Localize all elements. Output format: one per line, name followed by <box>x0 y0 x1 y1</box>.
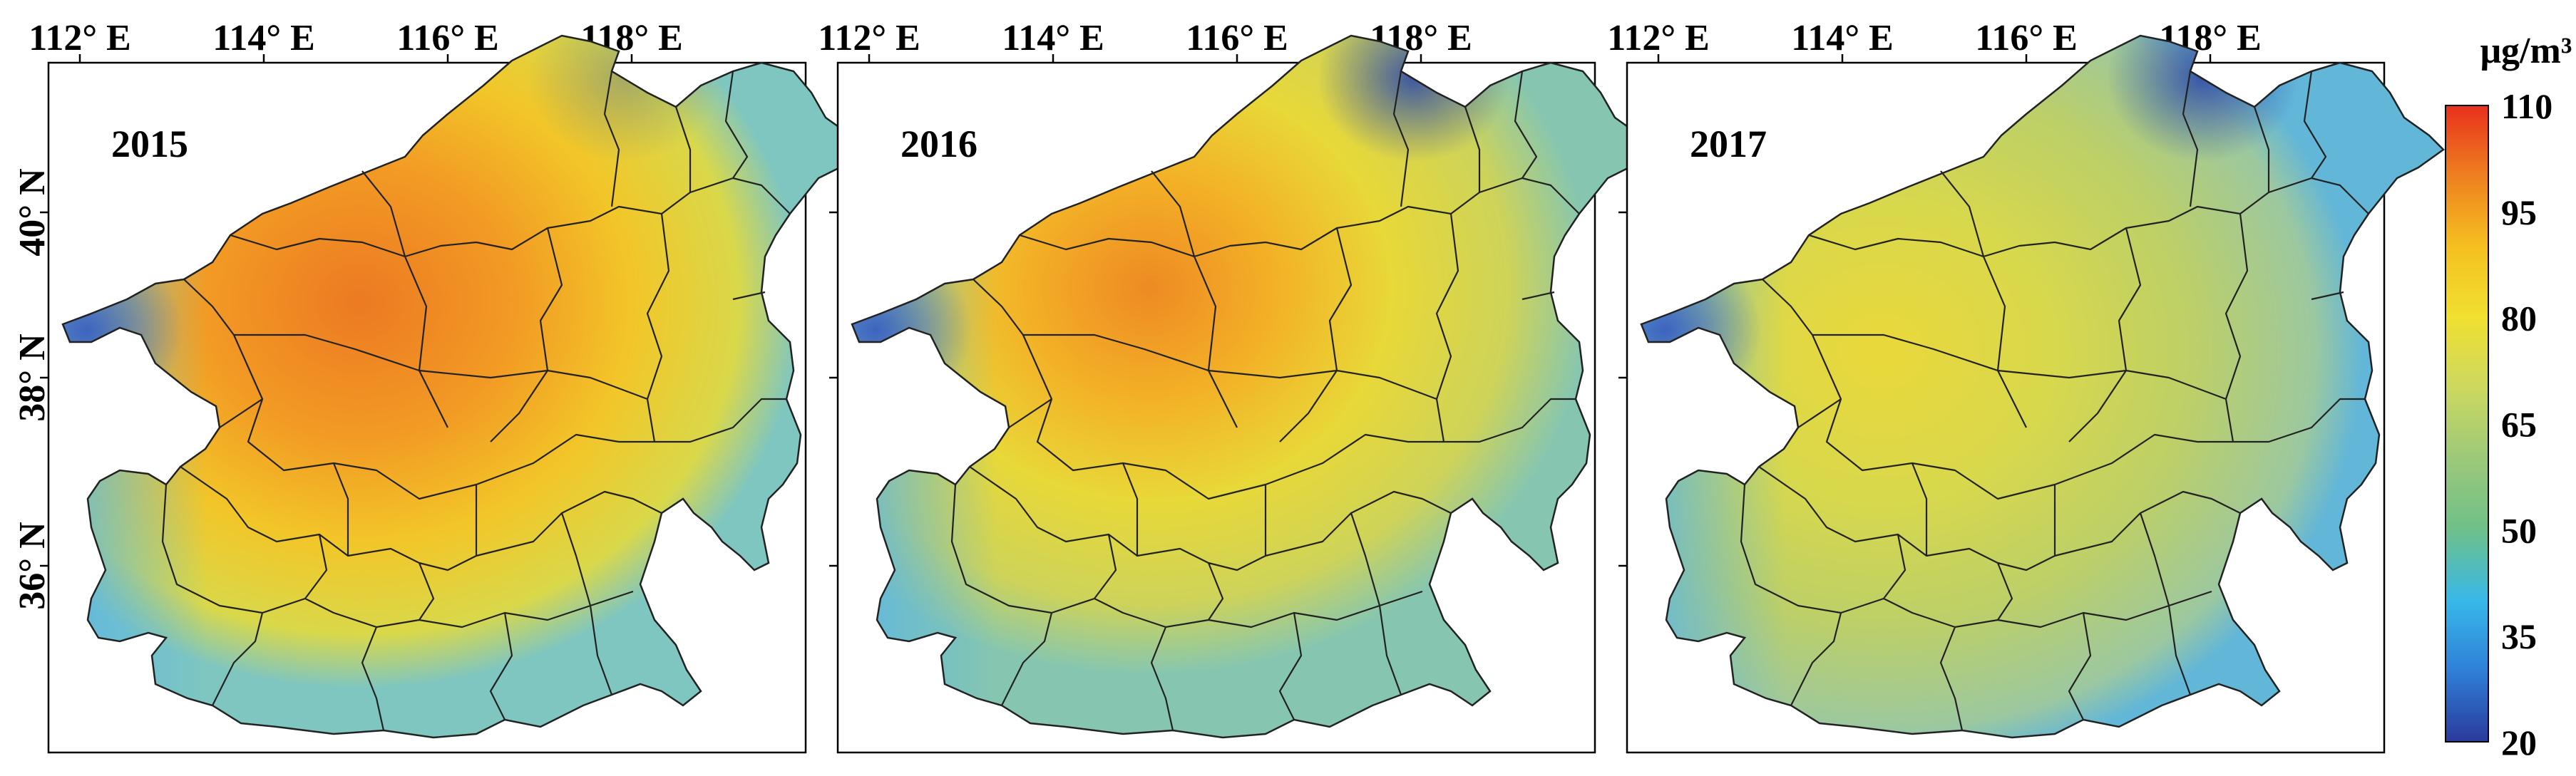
longitude-label: 116° E <box>1975 18 2078 58</box>
longitude-label: 114° E <box>1002 18 1104 58</box>
colorbar-ramp <box>2445 105 2489 743</box>
longitude-label: 112° E <box>1607 18 1710 58</box>
colorbar-tick-label: 65 <box>2501 405 2537 445</box>
longitude-label: 114° E <box>1791 18 1894 58</box>
panel-year-label: 2015 <box>111 123 188 165</box>
latitude-label: 38° N <box>12 333 53 421</box>
latitude-label: 36° N <box>12 522 53 609</box>
longitude-label: 114° E <box>212 18 315 58</box>
panel-year-label: 2017 <box>1690 123 1767 165</box>
panel-year-label: 2016 <box>900 123 977 165</box>
colorbar-tick-label: 35 <box>2501 616 2537 656</box>
longitude-label: 116° E <box>1186 18 1288 58</box>
longitude-label: 112° E <box>29 18 131 58</box>
colorbar-tick-label: 95 <box>2501 192 2537 232</box>
colorbar-unit: μg/m³ <box>2480 31 2572 71</box>
colorbar-tick-label: 80 <box>2501 299 2537 338</box>
longitude-label: 116° E <box>396 18 499 58</box>
map-panel-2015: 112° E 114° E 116° E 118° E40° N38° N36° N2… <box>12 18 866 754</box>
colorbar-tick-label: 50 <box>2501 510 2537 550</box>
colorbar-tick-label: 20 <box>2501 723 2537 762</box>
latitude-label: 40° N <box>12 168 53 256</box>
colorbar-tick-label: 110 <box>2501 86 2552 126</box>
colorbar: μg/m³ 110 95 80 65 50 35 20 <box>2445 31 2572 762</box>
longitude-label: 112° E <box>818 18 920 58</box>
